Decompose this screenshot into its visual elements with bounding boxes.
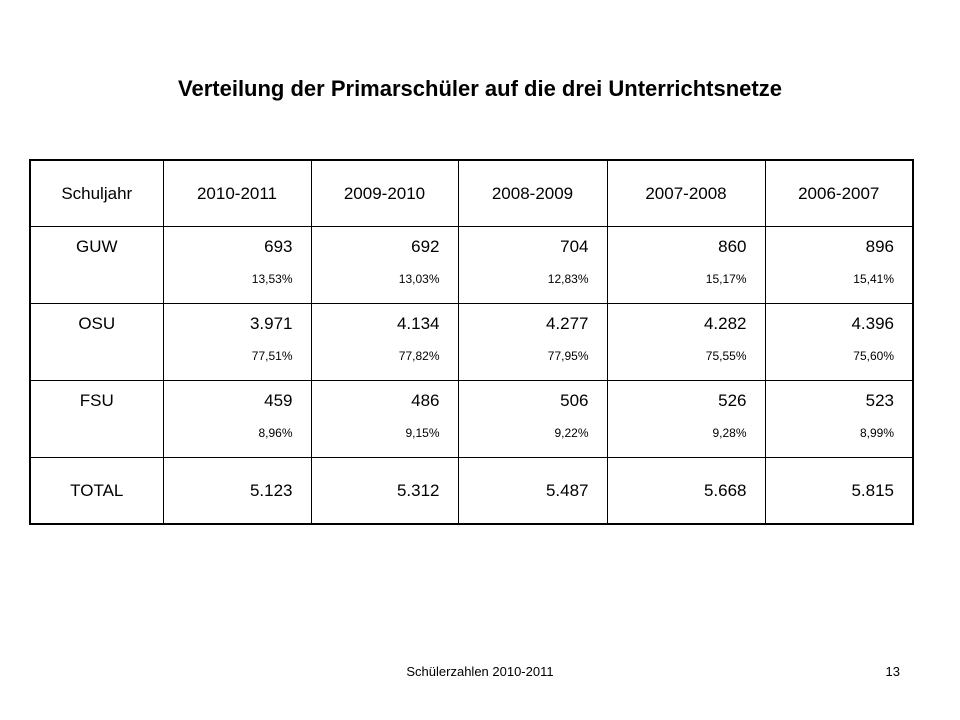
footer-text: Schülerzahlen 2010-2011 (406, 664, 554, 679)
pupil-count: 523 (865, 391, 894, 410)
pupil-count: 693 (264, 237, 293, 256)
value-cell: 4.282 75,55% (606, 303, 766, 381)
page-number: 13 (885, 664, 900, 679)
pupil-distribution-table: Schuljahr 2010-2011 2009-2010 2008-2009 … (29, 159, 914, 525)
pupil-count: 486 (411, 391, 440, 410)
row-label: OSU (29, 303, 164, 381)
value-cell: 692 13,03% (310, 226, 459, 304)
total-value: 5.487 (457, 457, 608, 525)
value-cell: 4.277 77,95% (457, 303, 608, 381)
pupil-count: 3.971 (249, 314, 293, 333)
pupil-percent: 13,03% (398, 272, 440, 286)
table-row-osu: OSU 3.971 77,51% 4.134 77,82% 4.277 77,95% … (29, 303, 914, 381)
pupil-percent: 15,41% (853, 272, 894, 286)
value-cell: 506 9,22% (457, 380, 608, 458)
value-cell: 4.134 77,82% (310, 303, 459, 381)
header-cell: 2009-2010 (310, 159, 459, 227)
pupil-count: 692 (411, 237, 440, 256)
value-cell: 4.396 75,60% (764, 303, 914, 381)
total-value: 5.123 (162, 457, 312, 525)
row-label: TOTAL (29, 457, 164, 525)
pupil-percent: 77,51% (251, 349, 293, 363)
pupil-percent: 8,96% (258, 426, 293, 440)
total-value: 5.312 (310, 457, 459, 525)
value-cell: 860 15,17% (606, 226, 766, 304)
pupil-percent: 77,82% (398, 349, 440, 363)
pupil-percent: 15,17% (705, 272, 747, 286)
pupil-percent: 13,53% (251, 272, 293, 286)
pupil-count: 459 (264, 391, 293, 410)
table-row-guw: GUW 693 13,53% 692 13,03% 704 12,83% 860 15,… (29, 226, 914, 304)
pupil-percent: 75,55% (705, 349, 747, 363)
total-value: 5.668 (606, 457, 766, 525)
pupil-percent: 9,15% (405, 426, 440, 440)
pupil-count: 4.396 (851, 314, 894, 333)
value-cell: 459 8,96% (162, 380, 312, 458)
pupil-count: 4.134 (396, 314, 440, 333)
value-cell: 523 8,99% (764, 380, 914, 458)
pupil-count: 860 (718, 237, 747, 256)
pupil-count: 4.282 (703, 314, 747, 333)
header-cell: Schuljahr (29, 159, 164, 227)
total-value: 5.815 (764, 457, 914, 525)
value-cell: 486 9,15% (310, 380, 459, 458)
value-cell: 704 12,83% (457, 226, 608, 304)
slide-title: Verteilung der Primarschüler auf die dre… (178, 76, 782, 101)
value-cell: 526 9,28% (606, 380, 766, 458)
row-label: GUW (29, 226, 164, 304)
table-row-fsu: FSU 459 8,96% 486 9,15% 506 9,22% 526 9,28% … (29, 380, 914, 458)
pupil-percent: 9,22% (554, 426, 589, 440)
pupil-count: 506 (560, 391, 589, 410)
table-header-row: Schuljahr 2010-2011 2009-2010 2008-2009 … (29, 159, 914, 227)
header-cell: 2006-2007 (764, 159, 914, 227)
header-cell: 2008-2009 (457, 159, 608, 227)
value-cell: 3.971 77,51% (162, 303, 312, 381)
pupil-percent: 9,28% (712, 426, 747, 440)
table-row-total: TOTAL 5.123 5.312 5.487 5.668 5.815 (29, 457, 914, 525)
pupil-count: 526 (718, 391, 747, 410)
header-cell: 2010-2011 (162, 159, 312, 227)
pupil-percent: 77,95% (547, 349, 589, 363)
value-cell: 693 13,53% (162, 226, 312, 304)
row-label: FSU (29, 380, 164, 458)
pupil-percent: 12,83% (547, 272, 589, 286)
header-cell: 2007-2008 (606, 159, 766, 227)
pupil-percent: 8,99% (859, 426, 894, 440)
pupil-count: 896 (865, 237, 894, 256)
pupil-count: 4.277 (545, 314, 589, 333)
pupil-percent: 75,60% (853, 349, 894, 363)
value-cell: 896 15,41% (764, 226, 914, 304)
pupil-count: 704 (560, 237, 589, 256)
